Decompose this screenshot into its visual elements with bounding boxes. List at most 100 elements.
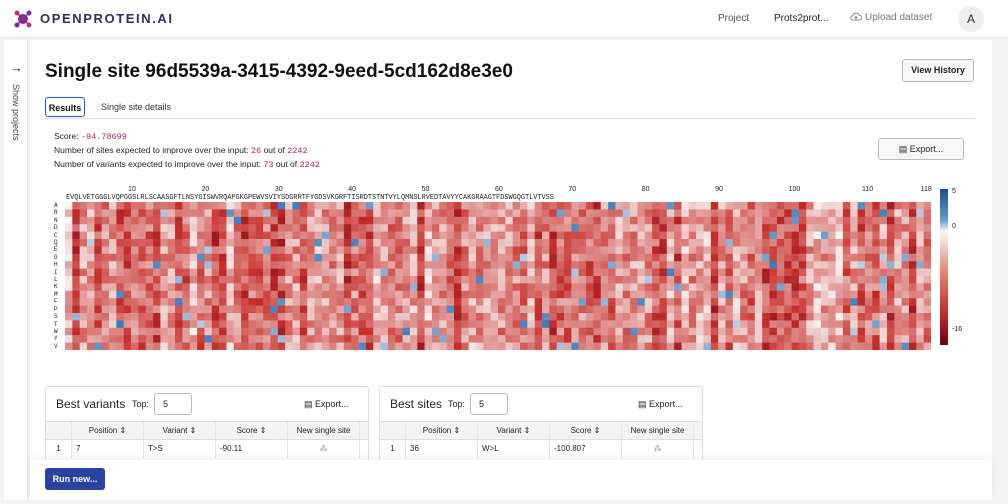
heatmap-cell[interactable] (879, 224, 888, 232)
heatmap-cell[interactable] (784, 231, 792, 240)
heatmap-cell[interactable] (872, 209, 880, 218)
heatmap-cell[interactable] (527, 246, 535, 255)
heatmap-cell[interactable] (600, 246, 609, 255)
heatmap-cell[interactable] (784, 327, 792, 336)
heatmap-cell[interactable] (512, 276, 521, 284)
heatmap-cell[interactable] (542, 209, 550, 218)
heatmap-cell[interactable] (373, 224, 381, 232)
column-variant[interactable]: Variant ⇕ (478, 422, 550, 440)
heatmap-cell[interactable] (666, 261, 675, 269)
heatmap-cell[interactable] (725, 320, 734, 329)
heatmap-cell[interactable] (908, 327, 917, 336)
heatmap-cell[interactable] (490, 224, 499, 232)
heatmap-cell[interactable] (512, 298, 521, 306)
heatmap-cell[interactable] (270, 313, 279, 321)
heatmap-cell[interactable] (886, 320, 895, 329)
heatmap-cell[interactable] (564, 246, 572, 255)
heatmap-cell[interactable] (65, 290, 73, 299)
heatmap-cell[interactable] (490, 335, 499, 343)
heatmap-cell[interactable] (798, 216, 807, 225)
heatmap-cell[interactable] (806, 342, 814, 350)
heatmap-cell[interactable] (527, 209, 535, 218)
heatmap-cell[interactable] (226, 320, 235, 329)
heatmap-cell[interactable] (872, 202, 880, 210)
heatmap-cell[interactable] (219, 327, 227, 336)
heatmap-cell[interactable] (879, 298, 888, 306)
heatmap-cell[interactable] (630, 305, 638, 314)
heatmap-cell[interactable] (336, 283, 345, 292)
heatmap-cell[interactable] (475, 298, 484, 306)
heatmap-cell[interactable] (197, 261, 205, 269)
heatmap-cell[interactable] (292, 202, 301, 210)
heatmap-cell[interactable] (167, 327, 176, 336)
heatmap-cell[interactable] (431, 253, 440, 262)
heatmap-cell[interactable] (864, 276, 873, 284)
heatmap-cell[interactable] (776, 268, 785, 277)
heatmap-cell[interactable] (358, 305, 367, 314)
heatmap-cell[interactable] (820, 305, 829, 314)
heatmap-cell[interactable] (153, 261, 161, 269)
heatmap-cell[interactable] (850, 335, 858, 343)
heatmap-cell[interactable] (754, 253, 763, 262)
heatmap-cell[interactable] (431, 290, 440, 299)
heatmap-cell[interactable] (798, 202, 807, 210)
heatmap-cell[interactable] (820, 290, 829, 299)
heatmap-cell[interactable] (776, 276, 785, 284)
heatmap-cell[interactable] (373, 202, 381, 210)
heatmap-cell[interactable] (87, 298, 95, 306)
heatmap-cell[interactable] (446, 305, 455, 314)
heatmap-cell[interactable] (380, 290, 389, 299)
heatmap-cell[interactable] (725, 313, 734, 321)
heatmap-cell[interactable] (241, 342, 249, 350)
heatmap-cell[interactable] (94, 239, 102, 247)
heatmap-cell[interactable] (652, 327, 660, 336)
heatmap-cell[interactable] (417, 231, 425, 240)
heatmap-cell[interactable] (527, 298, 535, 306)
heatmap-cell[interactable] (182, 224, 191, 232)
heatmap-cell[interactable] (747, 246, 756, 255)
heatmap-cell[interactable] (299, 261, 308, 269)
heatmap-cell[interactable] (490, 290, 499, 299)
heatmap-cell[interactable] (872, 313, 880, 321)
heatmap-cell[interactable] (292, 313, 301, 321)
heatmap-cell[interactable] (615, 342, 624, 350)
heatmap-cell[interactable] (608, 202, 616, 210)
heatmap-cell[interactable] (556, 261, 565, 269)
heatmap-cell[interactable] (175, 276, 183, 284)
heatmap-cell[interactable] (160, 305, 169, 314)
heatmap-cell[interactable] (461, 283, 469, 292)
heatmap-cell[interactable] (461, 298, 469, 306)
heatmap-cell[interactable] (123, 246, 132, 255)
heatmap-cell[interactable] (696, 224, 704, 232)
heatmap-cell[interactable] (747, 253, 756, 262)
heatmap-cell[interactable] (762, 268, 770, 277)
heatmap-cell[interactable] (615, 320, 624, 329)
heatmap-cell[interactable] (138, 327, 147, 336)
heatmap-cell[interactable] (116, 342, 125, 350)
heatmap-cell[interactable] (314, 216, 323, 225)
heatmap-cell[interactable] (850, 327, 858, 336)
heatmap-cell[interactable] (329, 253, 337, 262)
heatmap-cell[interactable] (292, 253, 301, 262)
heatmap-cell[interactable] (505, 268, 513, 277)
heatmap-cell[interactable] (197, 246, 205, 255)
heatmap-cell[interactable] (872, 342, 880, 350)
heatmap-cell[interactable] (586, 202, 594, 210)
heatmap-cell[interactable] (87, 246, 95, 255)
heatmap-cell[interactable] (916, 239, 924, 247)
heatmap-cell[interactable] (600, 253, 609, 262)
heatmap-cell[interactable] (321, 261, 330, 269)
heatmap-cell[interactable] (321, 283, 330, 292)
heatmap-cell[interactable] (468, 320, 477, 329)
heatmap-cell[interactable] (622, 327, 631, 336)
heatmap-cell[interactable] (710, 246, 719, 255)
heatmap-cell[interactable] (850, 253, 858, 262)
heatmap-cell[interactable] (696, 209, 704, 218)
heatmap-cell[interactable] (857, 342, 866, 350)
heatmap-cell[interactable] (630, 231, 638, 240)
heatmap-cell[interactable] (109, 320, 117, 329)
heatmap-cell[interactable] (527, 231, 535, 240)
heatmap-cell[interactable] (894, 290, 902, 299)
heatmap-cell[interactable] (189, 202, 198, 210)
heatmap-cell[interactable] (512, 313, 521, 321)
